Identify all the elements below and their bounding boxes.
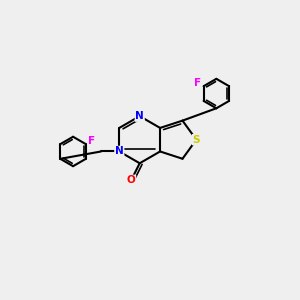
Text: O: O <box>127 176 136 185</box>
Text: F: F <box>194 78 201 88</box>
Text: F: F <box>88 136 95 146</box>
Text: S: S <box>193 135 200 145</box>
Text: N: N <box>115 146 124 157</box>
Text: N: N <box>135 111 144 121</box>
